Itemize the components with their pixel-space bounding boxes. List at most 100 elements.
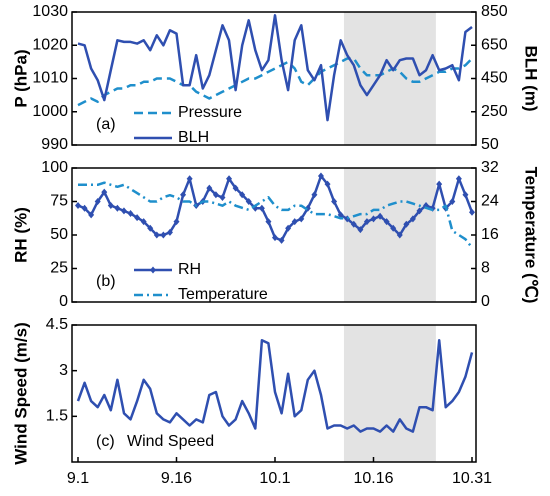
marker bbox=[219, 193, 226, 201]
marker bbox=[153, 231, 160, 239]
marker bbox=[265, 218, 272, 226]
series-label: Wind Speed bbox=[127, 433, 214, 450]
marker bbox=[383, 218, 390, 226]
marker bbox=[396, 231, 403, 239]
marker bbox=[370, 215, 377, 223]
marker bbox=[357, 226, 364, 234]
highlight bbox=[343, 325, 436, 462]
legend-label: RH bbox=[178, 261, 201, 278]
y2-tick-label: 650 bbox=[481, 36, 508, 53]
x-tick-label: 10.1 bbox=[259, 470, 290, 487]
marker bbox=[455, 175, 462, 183]
y-tick-label: 25 bbox=[50, 260, 68, 277]
y-tick-label: 0 bbox=[59, 293, 68, 310]
marker bbox=[147, 224, 154, 232]
y-tick-label: 75 bbox=[50, 193, 68, 210]
marker bbox=[331, 198, 338, 205]
marker bbox=[239, 191, 246, 199]
marker bbox=[416, 207, 423, 215]
marker bbox=[186, 175, 193, 183]
panel-label: (b) bbox=[96, 273, 116, 290]
marker bbox=[403, 220, 410, 228]
legend-label: Temperature bbox=[178, 286, 268, 303]
x-tick-label: 9.1 bbox=[67, 470, 89, 487]
y-axis-label: P (hPa) bbox=[11, 49, 30, 107]
marker bbox=[469, 208, 475, 216]
marker bbox=[409, 215, 416, 223]
marker bbox=[120, 207, 127, 215]
marker bbox=[206, 184, 213, 192]
marker bbox=[75, 202, 81, 210]
y-tick-label: 990 bbox=[41, 136, 68, 153]
series-line bbox=[76, 338, 474, 433]
marker bbox=[107, 202, 114, 210]
marker bbox=[311, 191, 318, 199]
y2-tick-label: 250 bbox=[481, 103, 508, 120]
marker bbox=[94, 198, 101, 205]
y2-axis-label: Temperature (℃) bbox=[522, 167, 541, 304]
marker bbox=[462, 191, 469, 199]
y2-tick-label: 8 bbox=[481, 260, 490, 277]
y2-tick-label: 450 bbox=[481, 70, 508, 87]
marker bbox=[134, 214, 141, 222]
marker bbox=[245, 198, 252, 205]
series-line bbox=[78, 181, 473, 249]
legend-label: Pressure bbox=[178, 104, 242, 121]
marker bbox=[81, 204, 88, 212]
marker bbox=[350, 220, 357, 228]
marker bbox=[324, 180, 331, 188]
marker bbox=[298, 215, 305, 223]
marker bbox=[140, 218, 147, 226]
marker bbox=[272, 234, 278, 242]
marker bbox=[449, 198, 456, 205]
marker bbox=[226, 175, 233, 183]
y2-axis-label: BLH (m) bbox=[522, 45, 541, 111]
marker bbox=[88, 211, 95, 219]
marker bbox=[278, 236, 285, 244]
legend-marker bbox=[150, 266, 156, 274]
x-tick-label: 9.16 bbox=[161, 470, 192, 487]
y2-tick-label: 0 bbox=[481, 293, 490, 310]
marker bbox=[285, 224, 292, 232]
panel-label: (a) bbox=[96, 116, 116, 133]
highlight bbox=[343, 168, 436, 302]
y-tick-label: 1020 bbox=[32, 36, 68, 53]
y-tick-label: 100 bbox=[41, 159, 68, 176]
marker bbox=[363, 218, 370, 226]
y-tick-label: 3 bbox=[59, 362, 68, 379]
marker bbox=[114, 204, 121, 212]
y2-tick-label: 50 bbox=[481, 136, 499, 153]
marker bbox=[160, 231, 167, 239]
marker bbox=[127, 210, 134, 218]
y-axis-label: Wind Speed (m/s) bbox=[11, 322, 30, 464]
marker bbox=[436, 180, 443, 188]
y2-tick-label: 16 bbox=[481, 226, 499, 243]
y-tick-label: 4.5 bbox=[46, 316, 68, 333]
y-tick-label: 1010 bbox=[32, 70, 68, 87]
y-tick-label: 1030 bbox=[32, 3, 68, 20]
marker bbox=[232, 184, 239, 192]
y-tick-label: 50 bbox=[50, 226, 68, 243]
plot-frame bbox=[71, 324, 477, 463]
y2-tick-label: 850 bbox=[481, 3, 508, 20]
marker bbox=[377, 212, 384, 220]
marker bbox=[390, 224, 397, 232]
legend-label: BLH bbox=[178, 129, 209, 146]
y-tick-label: 1.5 bbox=[46, 408, 68, 425]
marker bbox=[173, 218, 180, 226]
marker bbox=[212, 191, 219, 199]
y2-tick-label: 32 bbox=[481, 159, 499, 176]
x-tick-label: 10.31 bbox=[452, 470, 492, 487]
marker bbox=[180, 191, 187, 199]
x-tick-label: 10.16 bbox=[353, 470, 393, 487]
marker bbox=[317, 172, 324, 180]
marker bbox=[101, 188, 108, 196]
series-line bbox=[77, 57, 473, 107]
marker bbox=[166, 228, 173, 236]
panel-label: (c) bbox=[96, 433, 115, 450]
y-tick-label: 1000 bbox=[32, 103, 68, 120]
marker bbox=[291, 218, 298, 226]
y-axis-label: RH (%) bbox=[11, 207, 30, 263]
y2-tick-label: 24 bbox=[481, 193, 499, 210]
